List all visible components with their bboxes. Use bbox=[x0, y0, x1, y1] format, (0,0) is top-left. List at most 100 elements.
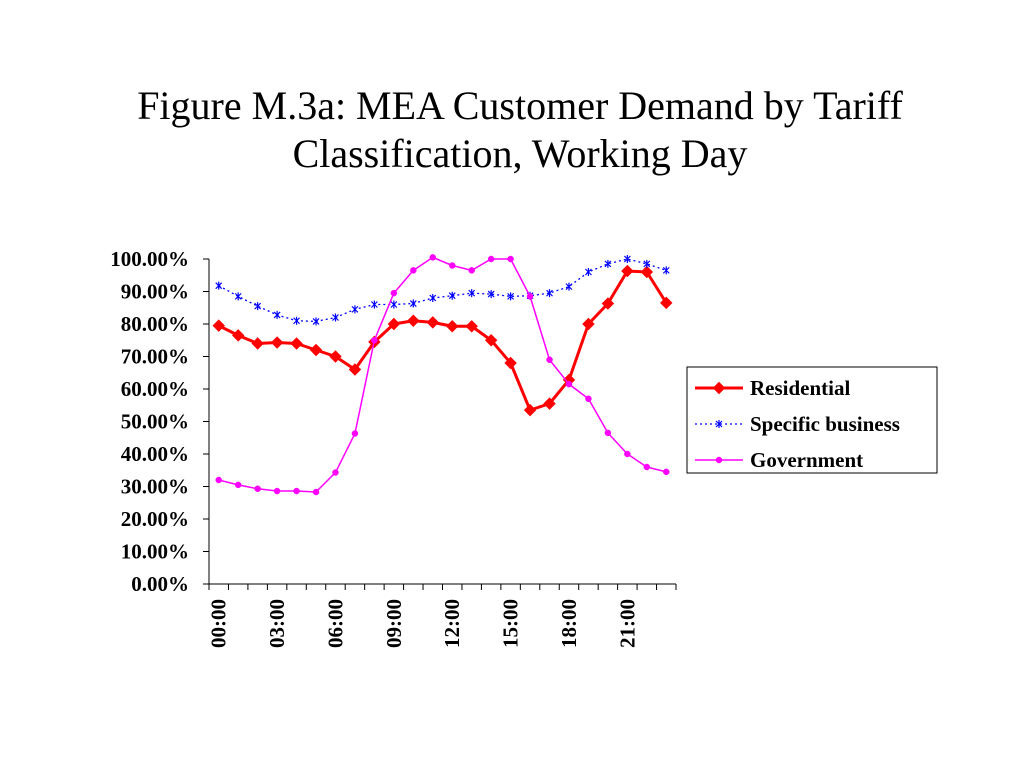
data-point bbox=[309, 343, 323, 357]
data-point bbox=[468, 289, 476, 298]
data-point bbox=[390, 289, 398, 297]
x-tick-label: 09:00 bbox=[382, 599, 406, 648]
data-point-mark bbox=[546, 289, 553, 298]
y-tick-label: 20.00% bbox=[121, 507, 189, 531]
series-line bbox=[218, 258, 667, 323]
data-point-mark bbox=[273, 310, 281, 319]
data-point bbox=[348, 363, 362, 376]
data-point bbox=[715, 420, 723, 428]
data-point bbox=[273, 487, 281, 495]
data-point bbox=[585, 395, 592, 402]
data-point-mark bbox=[332, 313, 339, 322]
y-tick-label: 100.00% bbox=[110, 247, 189, 271]
chart-title-line-1: Figure M.3a: MEA Customer Demand by Tari… bbox=[137, 83, 903, 128]
series-residential bbox=[212, 264, 673, 417]
data-point bbox=[565, 282, 573, 291]
data-point bbox=[640, 265, 654, 279]
data-point bbox=[351, 305, 359, 314]
data-point bbox=[429, 254, 437, 261]
legend-label: Residential bbox=[750, 376, 851, 400]
legend-label: Specific business bbox=[750, 412, 900, 436]
x-tick-label: 00:00 bbox=[207, 599, 231, 648]
x-tick-label: 15:00 bbox=[499, 599, 523, 648]
y-tick-label: 50.00% bbox=[121, 410, 189, 434]
data-point bbox=[621, 264, 634, 278]
y-tick-label: 10.00% bbox=[121, 540, 189, 564]
data-point-mark bbox=[215, 281, 223, 290]
data-point bbox=[446, 320, 459, 333]
data-point bbox=[504, 356, 517, 370]
data-point bbox=[215, 476, 222, 484]
data-point bbox=[212, 319, 225, 332]
x-tick-label: 06:00 bbox=[323, 599, 347, 648]
data-point bbox=[662, 266, 670, 275]
data-point bbox=[448, 291, 456, 300]
data-point bbox=[487, 255, 495, 263]
data-point bbox=[601, 297, 615, 310]
data-point-mark bbox=[234, 292, 242, 301]
data-point bbox=[293, 487, 300, 495]
x-tick-label: 12:00 bbox=[440, 599, 464, 648]
data-point bbox=[329, 350, 342, 363]
data-point bbox=[546, 289, 553, 298]
data-point bbox=[254, 485, 261, 493]
data-point bbox=[523, 403, 537, 417]
y-tick-label: 90.00% bbox=[121, 280, 189, 304]
data-point bbox=[429, 294, 437, 302]
data-point-mark bbox=[565, 282, 573, 291]
series-government bbox=[215, 254, 670, 496]
data-point bbox=[507, 292, 515, 301]
chart-series bbox=[212, 254, 673, 496]
data-point bbox=[507, 255, 514, 263]
data-point bbox=[290, 337, 303, 350]
data-point bbox=[660, 296, 673, 310]
x-tick-label: 03:00 bbox=[265, 599, 289, 648]
data-point bbox=[234, 292, 242, 301]
data-point bbox=[624, 450, 631, 458]
legend: Residential Specific business Government bbox=[686, 366, 938, 474]
legend-item-specific-business: Specific business bbox=[695, 412, 900, 436]
chart-title: Figure M.3a: MEA Customer Demand by Tari… bbox=[40, 82, 1000, 178]
data-point-mark bbox=[604, 259, 612, 268]
data-point bbox=[604, 259, 612, 268]
data-point bbox=[643, 463, 651, 471]
data-point bbox=[312, 317, 320, 326]
data-point bbox=[351, 430, 359, 437]
y-tick-label: 80.00% bbox=[121, 312, 189, 336]
data-point bbox=[526, 293, 534, 300]
data-point-mark bbox=[662, 266, 670, 275]
data-point bbox=[565, 380, 573, 388]
data-point-mark bbox=[390, 300, 398, 309]
data-point bbox=[390, 300, 398, 309]
data-point-mark bbox=[623, 255, 631, 263]
legend-box bbox=[686, 366, 938, 474]
data-point-mark bbox=[643, 259, 651, 268]
data-point bbox=[407, 314, 420, 327]
series-line bbox=[218, 256, 667, 493]
data-point-mark bbox=[312, 317, 320, 326]
data-point-mark bbox=[468, 289, 476, 298]
data-point-mark bbox=[254, 302, 262, 311]
data-point bbox=[484, 334, 498, 347]
data-point bbox=[715, 456, 723, 464]
y-axis: 0.00% 10.00% 20.00% 30.00% 40.00% 50.00% 60.00… bbox=[110, 247, 210, 596]
data-point bbox=[370, 300, 378, 309]
y-tick-label: 70.00% bbox=[121, 345, 189, 369]
data-point-mark bbox=[293, 316, 300, 325]
data-point bbox=[712, 381, 726, 395]
data-point bbox=[468, 267, 475, 274]
data-point bbox=[234, 481, 242, 489]
legend-item-residential: Residential bbox=[695, 376, 851, 400]
data-point-mark bbox=[448, 291, 456, 300]
x-tick-label: 18:00 bbox=[557, 599, 581, 648]
data-point-mark bbox=[507, 292, 515, 301]
legend-item-government: Government bbox=[695, 448, 863, 472]
data-point bbox=[371, 337, 378, 344]
y-tick-label: 30.00% bbox=[121, 475, 189, 499]
data-point bbox=[231, 329, 245, 342]
data-point bbox=[582, 317, 595, 331]
data-point-mark bbox=[429, 294, 437, 302]
data-point bbox=[251, 337, 264, 350]
data-point bbox=[293, 316, 300, 325]
